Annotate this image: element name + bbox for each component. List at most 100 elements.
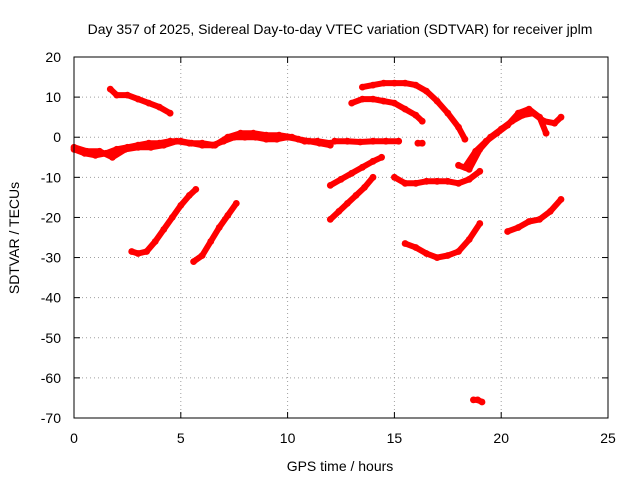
data-point [106, 85, 114, 93]
series-track-06 [128, 186, 200, 257]
data-point [557, 196, 565, 203]
y-tick-label: -30 [41, 250, 61, 266]
data-point [134, 95, 142, 103]
y-tick-label: -20 [41, 209, 61, 225]
data-point [418, 139, 426, 147]
data-point [391, 173, 398, 181]
data-point [401, 105, 409, 113]
data-point [525, 105, 533, 113]
data-point [455, 248, 462, 255]
series-track-12 [391, 167, 484, 187]
data-point [215, 224, 223, 231]
data-point [361, 184, 368, 191]
data-point [250, 129, 257, 137]
data-point [224, 133, 232, 141]
data-point [401, 79, 409, 87]
data-point [96, 147, 103, 155]
data-point [160, 141, 168, 149]
data-point [369, 137, 377, 145]
data-point [359, 163, 366, 171]
data-point [461, 163, 469, 171]
data-point [412, 81, 420, 89]
data-point [348, 169, 356, 177]
data-point [369, 95, 377, 103]
data-point [359, 83, 366, 91]
data-point [113, 91, 121, 99]
data-point [177, 202, 185, 209]
series-track-05 [106, 85, 174, 117]
data-point [198, 139, 206, 147]
series-track-16 [504, 196, 565, 235]
tick-labels: 0 5 10 15 20 25 -70 -60 -50 -40 -30 -20 -10 0 10 20 [41, 49, 616, 446]
data-point [504, 121, 511, 129]
data-point [423, 177, 430, 185]
data-point [504, 228, 511, 235]
data-point [391, 99, 398, 107]
data-point [147, 143, 155, 151]
data-point [542, 129, 550, 137]
data-point [192, 186, 200, 193]
data-point [224, 212, 232, 219]
data-point [348, 99, 356, 107]
series-track-07 [190, 200, 240, 265]
data-point [301, 137, 309, 145]
data-point [401, 240, 409, 247]
y-tick-label: -50 [41, 330, 61, 346]
y-tick-label: -10 [41, 169, 61, 185]
y-tick-label: 0 [53, 129, 61, 145]
data-point [412, 179, 420, 187]
data-point [444, 252, 452, 259]
data-point [401, 179, 409, 187]
y-axis-label: SDTVAR / TECUs [6, 182, 22, 294]
data-point [465, 175, 473, 183]
data-point [344, 200, 351, 207]
data-point [134, 143, 142, 151]
data-point [418, 117, 426, 125]
data-point [151, 238, 159, 245]
data-point [134, 250, 142, 257]
data-point [369, 173, 377, 181]
plot-frame [73, 56, 609, 419]
data-point [482, 137, 490, 145]
data-point [455, 123, 462, 131]
data-point [433, 177, 441, 185]
x-tick-label: 5 [177, 430, 185, 446]
y-tick-label: 20 [45, 49, 61, 65]
data-point [412, 244, 420, 251]
series-layer [70, 79, 565, 406]
data-point [391, 79, 398, 87]
data-point [145, 99, 153, 107]
x-axis-label: GPS time / hours [287, 458, 394, 474]
data-point [237, 129, 245, 137]
data-point [444, 177, 452, 185]
data-point [124, 91, 131, 99]
data-point [185, 192, 193, 199]
data-point [83, 147, 91, 155]
data-point [198, 252, 206, 259]
grid [74, 57, 608, 418]
data-point [121, 145, 129, 153]
data-point [476, 220, 484, 227]
series-track-14 [461, 105, 550, 171]
y-tick-label: -60 [41, 370, 61, 386]
data-point [109, 153, 116, 161]
data-point [455, 161, 462, 169]
data-point [369, 157, 377, 165]
data-point [433, 254, 441, 261]
data-point [207, 238, 215, 245]
data-point [356, 138, 364, 146]
data-point [382, 137, 390, 145]
series-track-03 [331, 137, 403, 146]
data-point [433, 97, 441, 105]
series-track-11 [359, 79, 469, 143]
y-tick-label: -40 [41, 290, 61, 306]
series-track-17 [470, 396, 486, 406]
data-point [211, 141, 219, 149]
data-point [359, 95, 366, 103]
data-point [461, 135, 469, 143]
data-point [525, 218, 533, 225]
data-point [143, 248, 151, 255]
data-point [478, 398, 486, 406]
